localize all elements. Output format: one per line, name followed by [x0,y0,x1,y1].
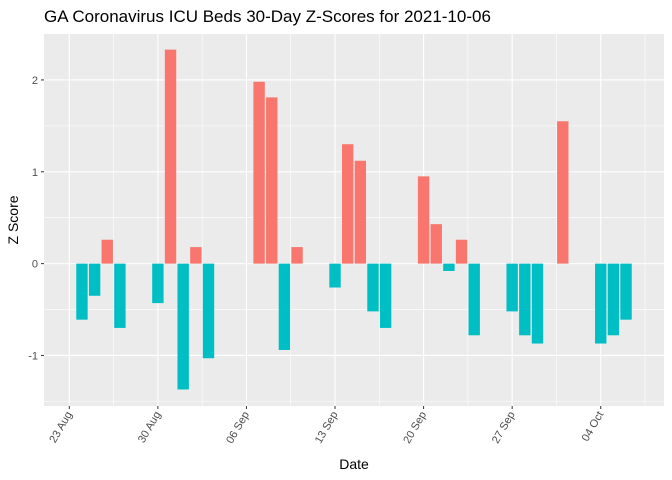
bar-negative [379,263,392,328]
x-axis-title: Date [339,456,369,472]
bar-negative [329,263,341,288]
bar-negative [177,263,189,390]
bar-positive [354,160,367,264]
x-axis: 23 Aug 30 Aug 06 Sep 13 Sep 20 Sep 27 Sep 04 O… [47,406,606,446]
bar-negative [506,263,518,312]
bar-negative [152,263,164,304]
bar-negative [76,263,88,320]
bar-negative [519,263,531,336]
bar-positive [430,224,442,264]
bar-positive [291,247,303,264]
bar-positive [164,49,177,264]
bar-positive [341,144,354,264]
y-axis-title: Z Score [5,195,21,244]
x-tick-label: 04 Oct [580,410,607,444]
bar-positive [101,239,113,264]
y-tick-label: 0 [32,259,38,271]
x-tick-label: 20 Sep [401,410,429,446]
bar-positive [417,176,430,264]
bars [76,49,632,390]
minor-gridlines [44,34,664,406]
x-tick-label: 27 Sep [490,410,518,446]
bar-negative [607,263,620,336]
bar-positive [455,239,468,264]
bar-negative [367,263,379,312]
bar-negative [114,263,126,328]
y-tick-label: -1 [28,350,38,362]
bar-negative [202,263,215,359]
bar-negative [278,263,291,350]
bar-negative [620,263,632,320]
bar-positive [190,247,202,264]
x-tick-label: 30 Aug [136,410,164,446]
bar-negative [88,263,101,296]
y-tick-label: 1 [32,167,38,179]
chart-title: GA Coronavirus ICU Beds 30-Day Z-Scores … [44,7,491,26]
bar-negative [468,263,480,336]
bar-negative [443,263,455,271]
y-axis: -1 0 1 2 [28,75,44,362]
bar-positive [266,97,278,264]
bar-positive [557,121,569,264]
bar-positive [253,81,265,264]
x-tick-label: 13 Sep [313,410,341,446]
y-tick-label: 2 [32,75,38,87]
plot-panel [44,34,664,406]
x-tick-label: 06 Sep [224,410,252,446]
x-tick-label: 23 Aug [47,410,75,446]
bar-negative [595,263,607,344]
bar-negative [531,263,544,344]
